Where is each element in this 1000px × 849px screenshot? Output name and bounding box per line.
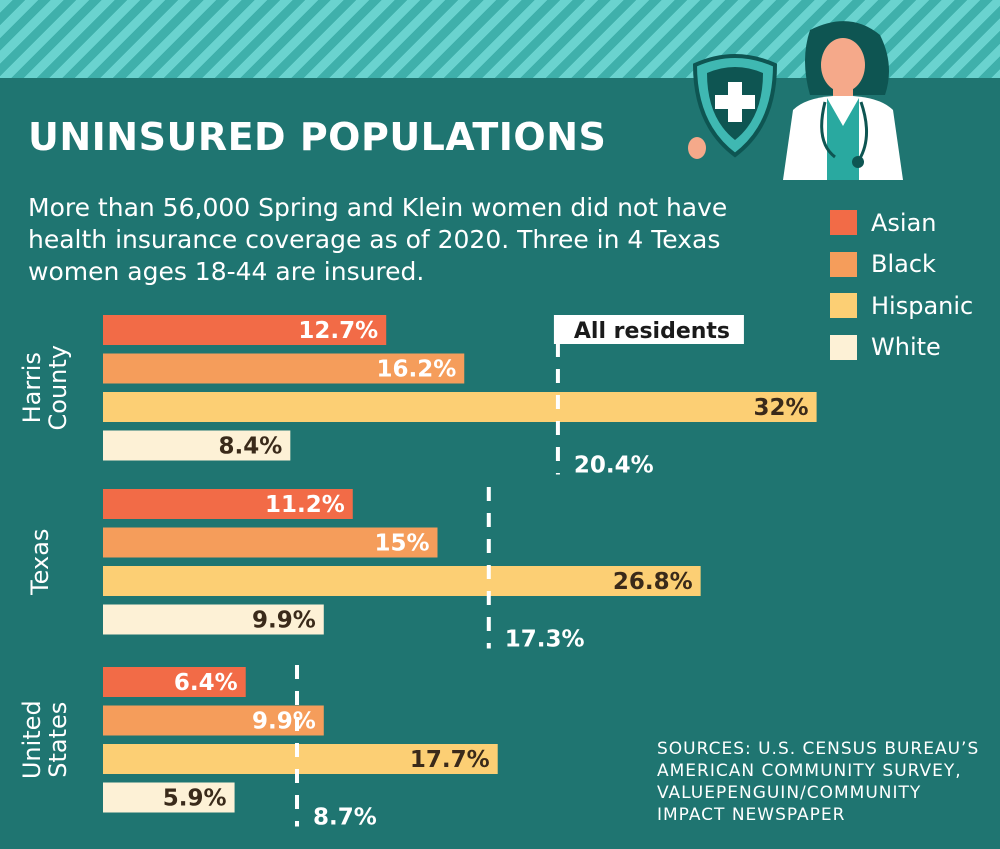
bar-value-label: 17.7% (410, 747, 490, 773)
bar-asian (103, 489, 353, 519)
reference-callout-label: All residents (574, 319, 730, 344)
bar-value-label: 11.2% (265, 492, 345, 518)
bar-white (103, 430, 291, 461)
group-label: UnitedStates (18, 700, 72, 779)
group-label-line: States (44, 702, 72, 778)
legend-swatch-black (830, 251, 857, 277)
bar-value-label: 26.8% (613, 569, 693, 595)
bar-black (103, 353, 465, 384)
group-label-line: County (44, 345, 72, 430)
legend-item-hispanic: Hispanic (830, 285, 973, 327)
bar-black (103, 527, 438, 558)
bar-value-label: 12.7% (298, 318, 378, 344)
bar-value-label: 5.9% (163, 786, 227, 812)
chart-intro-text: More than 56,000 Spring and Klein women … (28, 193, 728, 286)
legend-label-asian: Asian (871, 208, 937, 237)
sources-line: AMERICAN COMMUNITY SURVEY, (657, 761, 962, 781)
legend-label-white: White (871, 333, 941, 362)
doctor-with-shield-illustration (688, 21, 903, 180)
reference-callout-box (553, 315, 744, 344)
legend: Asian Black Hispanic White (830, 202, 973, 368)
legend-label-black: Black (871, 250, 936, 279)
bar-value-label: 9.9% (252, 709, 316, 735)
bar-hispanic (103, 392, 817, 422)
chart-title: UNINSURED POPULATIONS (28, 115, 607, 159)
bar-value-label: 6.4% (174, 670, 238, 696)
bar-white (103, 782, 235, 813)
legend-item-asian: Asian (830, 202, 973, 244)
bar-asian (103, 667, 246, 697)
bar-hispanic (103, 566, 701, 596)
bar-white (103, 604, 324, 635)
legend-swatch-asian (830, 210, 857, 236)
bar-hispanic (103, 744, 498, 774)
group-label: HarrisCounty (18, 345, 72, 430)
reference-value-label: 8.7% (313, 805, 377, 831)
bar-asian (103, 315, 387, 345)
sources-note: SOURCES: U.S. CENSUS BUREAU’S AMERICAN C… (657, 738, 979, 826)
group-label-line: United (18, 700, 46, 779)
bar-value-label: 9.9% (252, 608, 316, 634)
legend-swatch-white (830, 334, 857, 360)
bar-value-label: 16.2% (376, 357, 456, 383)
group-label-line: Harris (18, 352, 46, 423)
legend-item-black: Black (830, 244, 973, 286)
bar-value-label: 32% (754, 395, 809, 421)
group-label-line: Texas (26, 529, 54, 596)
sources-line: IMPACT NEWSPAPER (657, 805, 846, 825)
bar-black (103, 705, 324, 736)
reference-value-label: 20.4% (574, 453, 654, 479)
legend-label-hispanic: Hispanic (871, 291, 974, 320)
bar-value-label: 15% (374, 531, 429, 557)
legend-item-white: White (830, 327, 973, 369)
sources-line: VALUEPENGUIN/COMMUNITY (657, 783, 922, 803)
legend-swatch-hispanic (830, 293, 857, 319)
group-label: Texas (26, 529, 54, 596)
reference-value-label: 17.3% (505, 627, 585, 653)
bar-value-label: 8.4% (219, 434, 283, 460)
sources-line: SOURCES: U.S. CENSUS BUREAU’S (657, 739, 980, 759)
